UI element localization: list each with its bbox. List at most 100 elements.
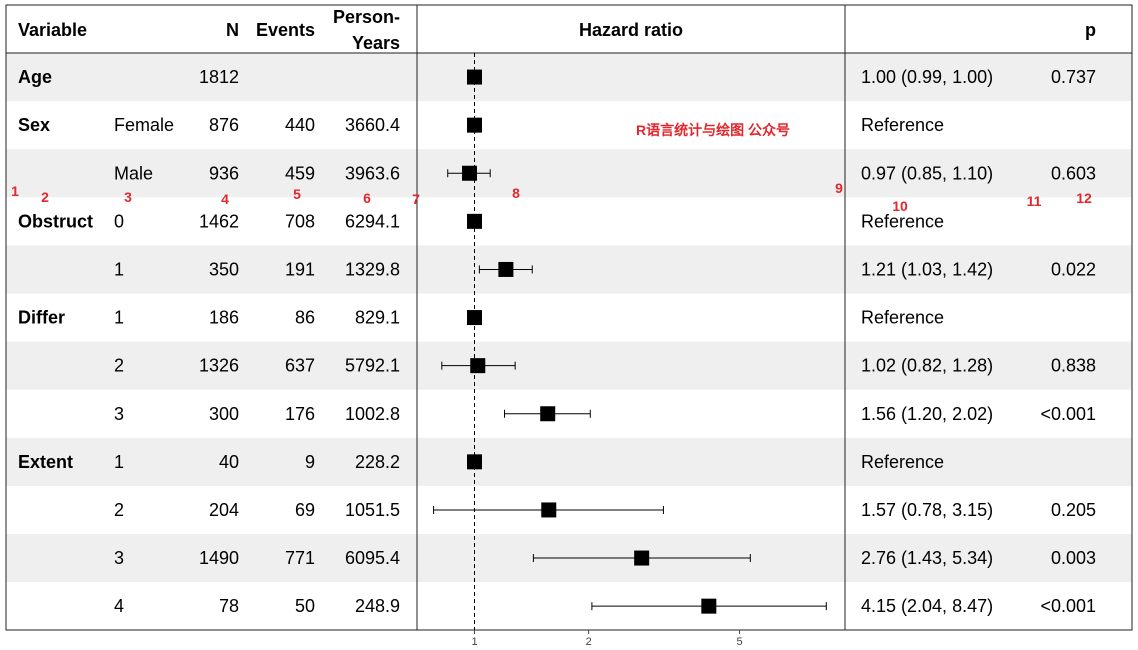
row-hr-ci: 0.97 (0.85, 1.10) (861, 163, 993, 183)
row-n: 1326 (199, 356, 239, 376)
column-number-annotation: 11 (1027, 193, 1042, 209)
row-n: 300 (209, 404, 239, 424)
hr-point (467, 310, 482, 326)
row-hr-ci: Reference (861, 115, 944, 135)
row-person-years: 1329.8 (345, 259, 400, 279)
row-events: 708 (285, 211, 315, 231)
x-tick-label: 2 (586, 636, 592, 648)
row-person-years: 6095.4 (345, 548, 400, 568)
row-p: 0.603 (1051, 163, 1096, 183)
row-hr-ci: Reference (861, 211, 944, 231)
row-n: 876 (209, 115, 239, 135)
row-hr-ci: Reference (861, 308, 944, 328)
row-events: 176 (285, 404, 315, 424)
row-shade (6, 437, 1132, 486)
row-events: 86 (295, 308, 315, 328)
hr-point (701, 598, 717, 614)
x-tick-label: 5 (736, 636, 742, 648)
row-person-years: 6294.1 (345, 211, 400, 231)
header-person-years-line2: Years (352, 33, 400, 53)
row-person-years: 5792.1 (345, 356, 400, 376)
column-number-annotation: 10 (892, 198, 908, 214)
row-shade (6, 149, 1132, 198)
row-events: 459 (285, 163, 315, 183)
row-events: 69 (295, 500, 315, 520)
row-hr-ci: 1.00 (0.99, 1.00) (861, 67, 993, 87)
row-hr-ci: 1.56 (1.20, 2.02) (861, 404, 993, 424)
row-shade (6, 245, 1132, 294)
row-hr-ci: 1.21 (1.03, 1.42) (861, 259, 993, 279)
row-events: 191 (285, 259, 315, 279)
row-p: 0.205 (1051, 500, 1096, 520)
row-events: 9 (305, 452, 315, 472)
row-level: 2 (114, 500, 124, 520)
row-events: 637 (285, 356, 315, 376)
row-level: 2 (114, 356, 124, 376)
row-p: 0.838 (1051, 356, 1096, 376)
hr-point (467, 117, 482, 133)
row-person-years: 3963.6 (345, 163, 400, 183)
row-level: Male (114, 163, 153, 183)
row-n: 204 (209, 500, 239, 520)
column-number-annotation: 7 (412, 191, 420, 207)
row-shade (6, 53, 1132, 102)
row-n: 936 (209, 163, 239, 183)
hr-point (467, 454, 482, 470)
row-events: 440 (285, 115, 315, 135)
row-n: 1490 (199, 548, 239, 568)
row-hr-ci: 4.15 (2.04, 8.47) (861, 596, 993, 616)
row-person-years: 248.9 (355, 596, 400, 616)
column-number-annotation: 3 (124, 189, 132, 205)
hr-point (540, 406, 556, 422)
row-variable: Sex (18, 115, 50, 135)
row-variable: Differ (18, 308, 65, 328)
row-n: 40 (219, 452, 239, 472)
row-n: 78 (219, 596, 239, 616)
row-p: <0.001 (1040, 404, 1096, 424)
watermark-annotation: R语言统计与绘图 公众号 (636, 122, 790, 138)
header-variable: Variable (18, 20, 87, 40)
row-person-years: 228.2 (355, 452, 400, 472)
hr-point (467, 69, 482, 85)
column-number-annotation: 2 (41, 189, 49, 205)
header-n: N (226, 20, 239, 40)
column-number-annotation: 6 (363, 190, 371, 206)
row-hr-ci: 1.57 (0.78, 3.15) (861, 500, 993, 520)
row-level: Female (114, 115, 174, 135)
row-p: 0.022 (1051, 259, 1096, 279)
header-hazard-ratio: Hazard ratio (579, 20, 683, 40)
column-number-annotation: 8 (512, 185, 520, 201)
row-p: 0.737 (1051, 67, 1096, 87)
column-number-annotation: 4 (221, 191, 229, 207)
row-level: 3 (114, 548, 124, 568)
hr-point (467, 213, 482, 229)
row-n: 1812 (199, 67, 239, 87)
hr-point (461, 165, 477, 181)
row-person-years: 829.1 (355, 308, 400, 328)
header-person-years-line1: Person- (333, 7, 400, 27)
row-n: 350 (209, 259, 239, 279)
header-events: Events (256, 20, 315, 40)
row-level: 1 (114, 308, 124, 328)
row-n: 1462 (199, 211, 239, 231)
row-p: 0.003 (1051, 548, 1096, 568)
row-shade (6, 341, 1132, 390)
table-frame (5, 4, 1133, 631)
row-events: 50 (295, 596, 315, 616)
row-n: 186 (209, 308, 239, 328)
row-events: 771 (285, 548, 315, 568)
row-level: 0 (114, 211, 124, 231)
row-person-years: 1051.5 (345, 500, 400, 520)
row-level: 4 (114, 596, 124, 616)
row-person-years: 3660.4 (345, 115, 400, 135)
row-level: 1 (114, 259, 124, 279)
row-p: <0.001 (1040, 596, 1096, 616)
column-number-annotation: 12 (1076, 190, 1092, 206)
column-number-annotation: 9 (835, 180, 843, 196)
row-variable: Obstruct (18, 211, 93, 231)
hr-point (634, 550, 650, 566)
row-hr-ci: 1.02 (0.82, 1.28) (861, 356, 993, 376)
hr-point (541, 502, 557, 518)
row-hr-ci: Reference (861, 452, 944, 472)
